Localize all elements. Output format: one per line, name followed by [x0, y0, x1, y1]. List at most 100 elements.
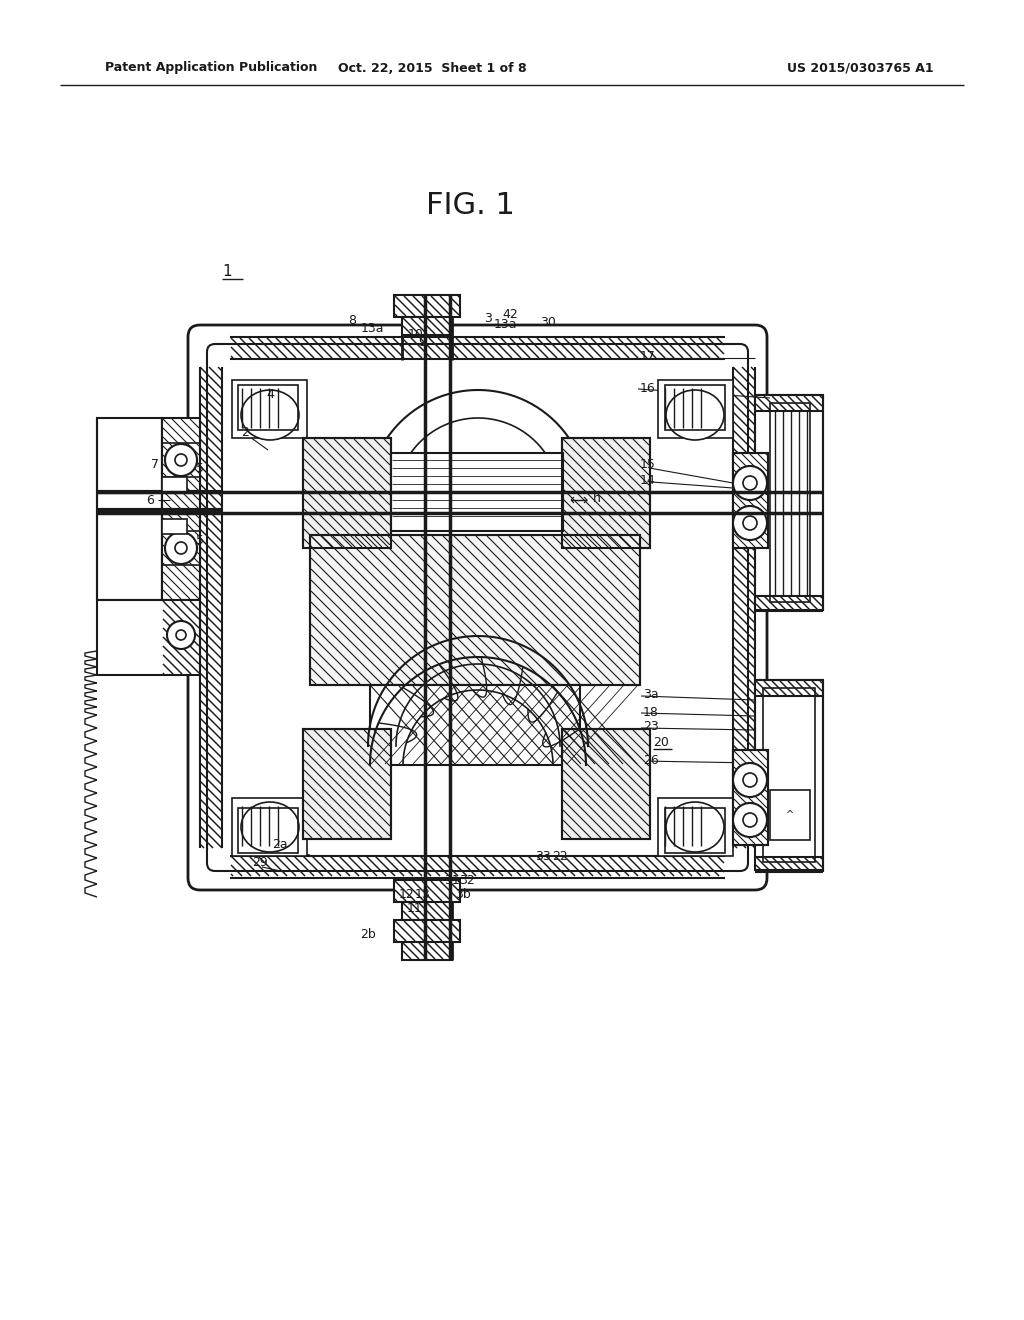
Bar	[310, 535, 640, 685]
Circle shape	[165, 532, 197, 564]
Text: 5: 5	[196, 533, 204, 546]
Text: 18: 18	[643, 705, 658, 718]
Text: 2b: 2b	[360, 928, 376, 941]
Bar	[733, 453, 768, 548]
Bar	[658, 380, 733, 438]
Text: Patent Application Publication: Patent Application Publication	[105, 62, 317, 74]
Text: 2a: 2a	[272, 838, 288, 851]
Bar	[562, 438, 650, 548]
Text: ^: ^	[786, 810, 794, 820]
Text: 3a: 3a	[643, 689, 658, 701]
Circle shape	[733, 803, 767, 837]
Text: FIG. 1: FIG. 1	[426, 190, 514, 219]
Text: 5: 5	[196, 462, 204, 474]
Circle shape	[743, 516, 757, 531]
Bar	[162, 418, 200, 601]
Text: Oct. 22, 2015  Sheet 1 of 8: Oct. 22, 2015 Sheet 1 of 8	[338, 62, 526, 74]
Bar	[733, 453, 768, 548]
Bar	[658, 799, 733, 855]
Bar	[402, 902, 452, 920]
Bar	[394, 294, 460, 317]
Text: 9: 9	[418, 335, 426, 348]
Bar	[232, 799, 307, 855]
Bar	[394, 920, 460, 942]
Bar	[562, 729, 650, 840]
Bar	[303, 729, 391, 840]
Bar	[303, 438, 391, 548]
Bar	[391, 453, 563, 531]
Circle shape	[175, 543, 187, 554]
Ellipse shape	[666, 803, 724, 851]
Bar	[402, 942, 452, 960]
Circle shape	[165, 444, 197, 477]
Text: 29: 29	[252, 855, 268, 869]
Text: 13a: 13a	[360, 322, 384, 334]
Text: 3: 3	[484, 312, 492, 325]
Bar	[665, 808, 725, 853]
Text: 15: 15	[640, 458, 656, 471]
Text: 23: 23	[643, 721, 658, 734]
Bar	[303, 729, 391, 840]
Text: 30: 30	[540, 315, 556, 329]
Circle shape	[176, 630, 186, 640]
Text: 20: 20	[653, 735, 669, 748]
Bar	[162, 519, 187, 535]
Bar	[310, 535, 640, 685]
Text: 4: 4	[266, 388, 274, 401]
Text: 33: 33	[536, 850, 551, 863]
Bar	[402, 317, 452, 335]
Bar	[238, 808, 298, 853]
Bar	[162, 444, 200, 477]
Bar	[162, 477, 187, 492]
Bar	[303, 438, 391, 548]
Text: 7: 7	[151, 458, 159, 471]
Text: 12: 12	[399, 888, 415, 902]
Text: 3b: 3b	[455, 888, 471, 902]
Bar	[733, 750, 768, 845]
Circle shape	[743, 813, 757, 828]
Bar	[394, 880, 460, 902]
Ellipse shape	[241, 803, 299, 851]
Circle shape	[743, 477, 757, 490]
Bar	[665, 385, 725, 430]
Text: US 2015/0303765 A1: US 2015/0303765 A1	[786, 62, 933, 74]
Ellipse shape	[241, 389, 299, 440]
Bar	[97, 601, 200, 675]
Bar	[238, 385, 298, 430]
Text: h: h	[593, 491, 601, 504]
Circle shape	[167, 620, 195, 649]
Text: 11: 11	[408, 902, 423, 915]
Bar	[232, 380, 307, 438]
Circle shape	[733, 506, 767, 540]
Bar	[230, 337, 725, 359]
Text: 32: 32	[459, 874, 475, 887]
Text: 2: 2	[241, 425, 249, 438]
Circle shape	[733, 466, 767, 500]
Circle shape	[733, 763, 767, 797]
Bar	[770, 403, 810, 602]
Bar	[562, 438, 650, 548]
Bar	[97, 418, 162, 601]
Bar	[755, 395, 823, 610]
Circle shape	[175, 454, 187, 466]
Bar	[370, 685, 580, 766]
Text: 26: 26	[643, 754, 658, 767]
Text: 42: 42	[502, 309, 518, 322]
Text: 22: 22	[552, 850, 568, 863]
Text: 10: 10	[408, 329, 424, 342]
FancyBboxPatch shape	[188, 325, 767, 890]
Text: 13: 13	[415, 888, 431, 902]
Bar	[770, 789, 810, 840]
Text: 31: 31	[444, 874, 460, 887]
Text: 14: 14	[640, 474, 655, 487]
Text: 16: 16	[640, 381, 655, 395]
Bar	[733, 750, 768, 845]
Bar	[562, 729, 650, 840]
Ellipse shape	[666, 389, 724, 440]
Circle shape	[743, 774, 757, 787]
Text: 17: 17	[640, 351, 656, 363]
Text: 13a: 13a	[494, 318, 517, 331]
Text: 8: 8	[348, 314, 356, 326]
Bar	[763, 688, 815, 862]
Text: 6: 6	[146, 494, 154, 507]
